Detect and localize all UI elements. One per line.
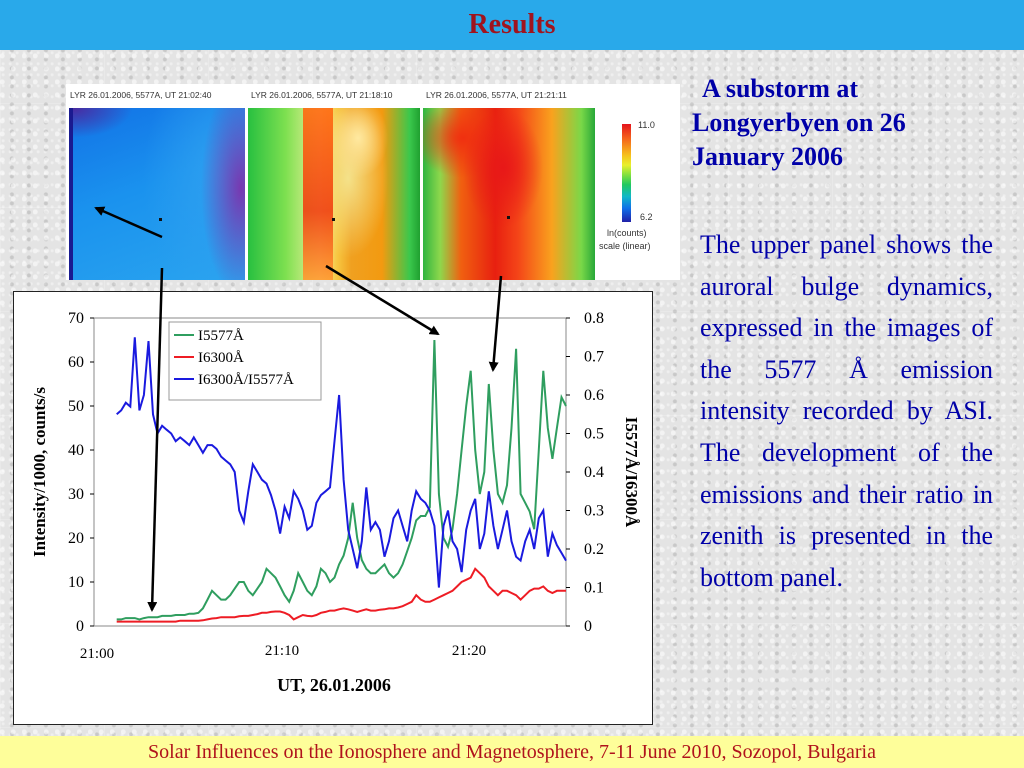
zenith-marker (332, 218, 335, 221)
y-tick-label: 0 (76, 618, 84, 635)
side-heading: A substorm at Longyerbyen on 26 January … (692, 74, 906, 171)
arrow-to-peak-1 (325, 264, 440, 336)
legend-box (168, 321, 322, 401)
x-tick-label: 21:10 (265, 643, 299, 659)
colorbar-caption-2: scale (linear) (599, 241, 651, 251)
line-chart: 0 10 20 30 40 50 60 70 0 0.1 0.2 0.3 0.4 0.5 0.6 0.7 0.8… (30, 310, 641, 695)
arrow-to-peak-2 (488, 275, 503, 372)
image-label-1: LYR 26.01.2006, 5577A, UT 21:02:40 (70, 90, 212, 100)
asi-frame-2 (248, 108, 420, 280)
legend-label-1: I5577Å (198, 328, 244, 344)
y-tick-label: 70 (68, 310, 84, 327)
y-tick-label: 60 (68, 354, 84, 371)
colorbar-max: 11.0 (638, 120, 655, 130)
y-tick-label: 10 (68, 574, 84, 591)
legend-label-2: I6300Å (198, 350, 244, 366)
x-axis-label: UT, 26.01.2006 (277, 675, 391, 695)
y2-tick-label: 0.4 (584, 464, 604, 481)
y-tick-label: 50 (68, 398, 84, 415)
image-label-2: LYR 26.01.2006, 5577A, UT 21:18:10 (251, 90, 393, 100)
slide-title: Results (468, 9, 556, 40)
x-tick-label: 21:00 (80, 646, 114, 662)
y2-tick-label: 0.2 (584, 541, 604, 558)
side-body-text: The upper panel shows the auroral bulge … (700, 230, 993, 592)
x-tick-label: 21:20 (452, 643, 486, 659)
zenith-marker (507, 216, 510, 219)
zenith-marker (159, 218, 162, 221)
asi-frame-1 (69, 108, 245, 280)
colorbar-min: 6.2 (640, 212, 653, 222)
y2-tick-label: 0.6 (584, 387, 604, 404)
y-tick-label: 30 (68, 486, 84, 503)
series-line-3 (116, 337, 567, 588)
y2-tick-label: 0.5 (584, 426, 604, 443)
y-axis-label: Intensity/1000, counts/s (30, 387, 49, 557)
footer-bar: Solar Influences on the Ionosphere and M… (0, 736, 1024, 768)
y2-tick-label: 0 (584, 618, 592, 635)
colorbar-caption-1: ln(counts) (607, 228, 647, 238)
y2-axis-label: I5577Å/I6300Å (622, 417, 641, 528)
asi-frame-3 (423, 108, 595, 280)
colorbar (622, 124, 631, 222)
y-tick-label: 20 (68, 530, 84, 547)
series-line-2 (116, 567, 566, 623)
arrow-to-frame1 (94, 206, 163, 239)
y-tick-label: 40 (68, 442, 84, 459)
arrow-to-chart-start (147, 267, 164, 612)
footer-text: Solar Influences on the Ionosphere and M… (148, 740, 876, 763)
asi-image-panel: LYR 26.01.2006, 5577A, UT 21:02:40 LYR 2… (66, 84, 680, 280)
y2-tick-label: 0.3 (584, 503, 604, 520)
y2-tick-label: 0.7 (584, 349, 604, 366)
chart-panel: 0 10 20 30 40 50 60 70 0 0.1 0.2 0.3 0.4 0.5 0.6 0.7 0.8… (13, 291, 653, 725)
y2-tick-label: 0.1 (584, 580, 604, 597)
series-line-1 (116, 339, 567, 621)
legend-label-3: I6300Å/I5577Å (198, 372, 294, 388)
y2-tick-label: 0.8 (584, 310, 604, 327)
title-bar: Results (0, 0, 1024, 50)
image-label-3: LYR 26.01.2006, 5577A, UT 21:21:11 (426, 90, 567, 100)
